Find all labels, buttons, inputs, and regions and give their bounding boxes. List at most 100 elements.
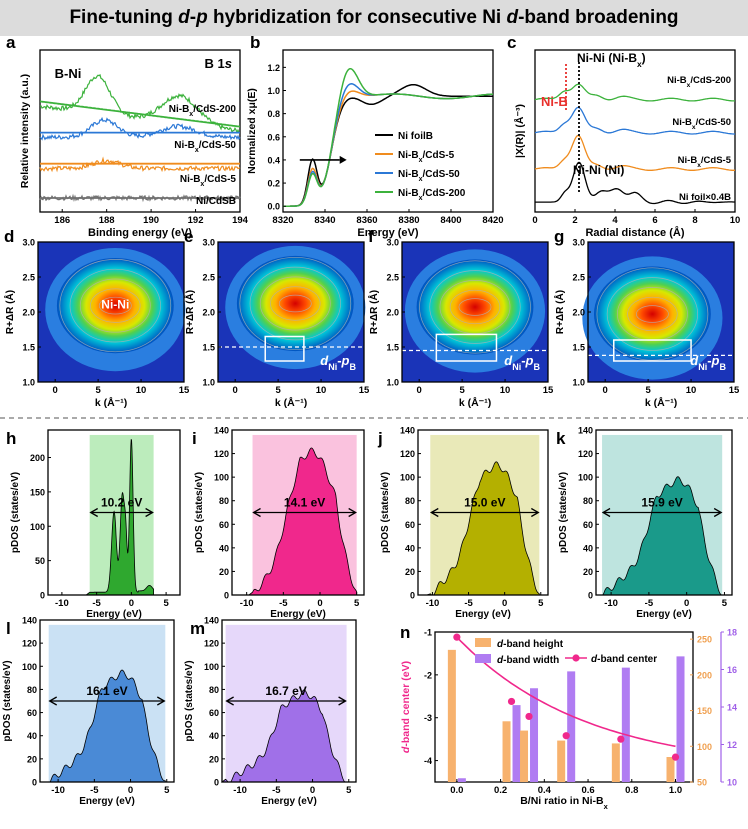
panel-a-series-label: Ni-Bx/CdS-5 <box>180 174 237 188</box>
y-tick-label: 0 <box>224 591 229 601</box>
heatmap-contour <box>636 305 669 323</box>
panel-c-ylabel: |X(R)| (Å⁻³) <box>513 104 526 158</box>
y-tick-label: 20 <box>219 567 229 577</box>
y-tick-label: 3.0 <box>386 238 399 248</box>
y-tick-label: 150 <box>30 487 45 497</box>
y-tick-label: 140 <box>400 426 415 436</box>
y-tick-label: 2.5 <box>386 273 399 283</box>
x-tick-label: -10 <box>604 598 618 609</box>
y-tick-label: 60 <box>219 520 229 530</box>
pdos-ylabel: pDOS (states/eV) <box>184 660 195 741</box>
pdos-area <box>426 461 540 596</box>
panel-n-height-bar <box>520 730 529 782</box>
x-tick-label: -5 <box>645 598 654 609</box>
pdos-ylabel: pDOS (states/eV) <box>194 472 205 553</box>
pdos-arrowhead <box>48 696 58 706</box>
panel-letter-h: h <box>6 429 16 448</box>
pdos-arrowhead <box>89 507 99 518</box>
x-tick-label: 0 <box>53 385 58 396</box>
y-tick-label: 60 <box>209 708 219 718</box>
y-tick-label: 20 <box>209 754 219 764</box>
heatmap-label: dNi-pB <box>320 353 356 372</box>
pdos-area <box>247 447 358 596</box>
x-tick-label: -5 <box>279 598 288 609</box>
y-tick-label: 2.5 <box>22 273 35 283</box>
y-tick-label: -2 <box>424 670 432 680</box>
panel-a-series-label: Ni-Bx/CdS-200 <box>169 104 237 118</box>
heatmap-xlabel: k (Å⁻¹) <box>645 396 677 409</box>
y-tick-label: 140 <box>578 426 593 436</box>
heatmap-contour <box>239 256 352 351</box>
y-tick-label: 40 <box>27 731 37 741</box>
heatmap-contour <box>458 298 492 316</box>
panel-n-width-bar <box>567 671 576 782</box>
heatmap-box <box>613 339 692 362</box>
panel-letter-i: i <box>192 429 197 448</box>
panel-n-center-point <box>562 732 570 740</box>
x-tick-label: 5 <box>354 598 360 609</box>
pdos-area <box>598 476 723 596</box>
panel-n-legend-dot <box>572 654 580 662</box>
y-tick-label: 2.5 <box>572 273 585 283</box>
panel-n-width-bar <box>530 688 539 782</box>
heatmap-core <box>56 258 174 354</box>
y-tick-label: 200 <box>30 453 45 463</box>
y-tick-label: 100 <box>578 473 593 483</box>
panel-c-annotation: Ni-Ni (Ni) <box>573 163 624 177</box>
panel-n-legend-label: d-band width <box>497 655 559 666</box>
panel-a-series <box>39 73 240 134</box>
panel-a-xlabel: Binding energy (eV) <box>88 227 192 239</box>
panel-a-ylabel: Relative intensity (a.u.) <box>19 74 31 188</box>
panel-a-series <box>39 116 241 141</box>
pdos-arrowhead <box>531 507 540 518</box>
y-tick-label: 0.4 <box>267 155 280 165</box>
heatmap-contour <box>606 277 699 351</box>
y-tick-label: -3 <box>424 713 432 723</box>
x-tick-label: 8380 <box>398 215 419 226</box>
heatmap-label: Ni-Ni <box>101 298 129 312</box>
x-tick-label: 0.2 <box>494 785 507 796</box>
y-tick-label: 100 <box>22 662 37 672</box>
y-tick-label: 0.8 <box>267 109 280 119</box>
x-tick-label: 15 <box>729 385 740 396</box>
y-tick-label: 40 <box>219 543 229 553</box>
pdos-width-label: 14.1 eV <box>284 496 325 510</box>
panel-b-frame <box>282 49 494 213</box>
x-tick-label: 10 <box>316 385 327 396</box>
panel-n-height-bar <box>666 757 675 782</box>
heatmap-contour <box>596 267 709 361</box>
y-tick-label: 20 <box>405 567 415 577</box>
panel-c-series-label: Ni-Bx/CdS-50 <box>672 117 731 131</box>
heatmap-contour <box>270 286 321 321</box>
panel-n-width-bar <box>512 705 521 782</box>
x-tick-label: 6 <box>652 215 657 226</box>
heatmap-contour <box>79 278 151 333</box>
panel-b-legend-label: Ni foilB <box>398 131 433 142</box>
heatmap-ylabel: R+ΔR (Å) <box>367 290 380 334</box>
x-tick-label: 0.4 <box>538 785 552 796</box>
pdos-area <box>85 439 154 596</box>
pdos-arrowhead <box>156 696 166 706</box>
pdos-arrowhead <box>225 696 234 706</box>
y-tick-label: 60 <box>405 520 415 530</box>
y-tick-label: 0.0 <box>267 202 280 212</box>
panel-n-center-point <box>617 735 625 743</box>
panel-n-center-point <box>507 697 516 706</box>
x-tick-label: 10 <box>136 385 147 396</box>
heatmap-blob-group <box>225 245 366 370</box>
panel-letter-l: l <box>6 619 11 638</box>
heatmap-blob-group <box>404 249 546 373</box>
panel-c-series <box>534 83 735 102</box>
y-tick-label: 100 <box>214 473 229 483</box>
panel-a-series-label: Ni-Bx/CdS-50 <box>174 140 236 154</box>
pdos-xlabel: Energy (eV) <box>261 796 317 807</box>
panel-n-center-point <box>525 712 533 721</box>
y-tick-label: 1.0 <box>386 378 399 388</box>
heatmap-contour <box>259 276 331 331</box>
pdos-xlabel: Energy (eV) <box>636 609 692 620</box>
heatmap-contour <box>59 259 172 353</box>
heatmap-contour <box>69 268 161 343</box>
heatmap-core <box>594 266 711 362</box>
x-tick-label: 0.0 <box>450 785 463 796</box>
